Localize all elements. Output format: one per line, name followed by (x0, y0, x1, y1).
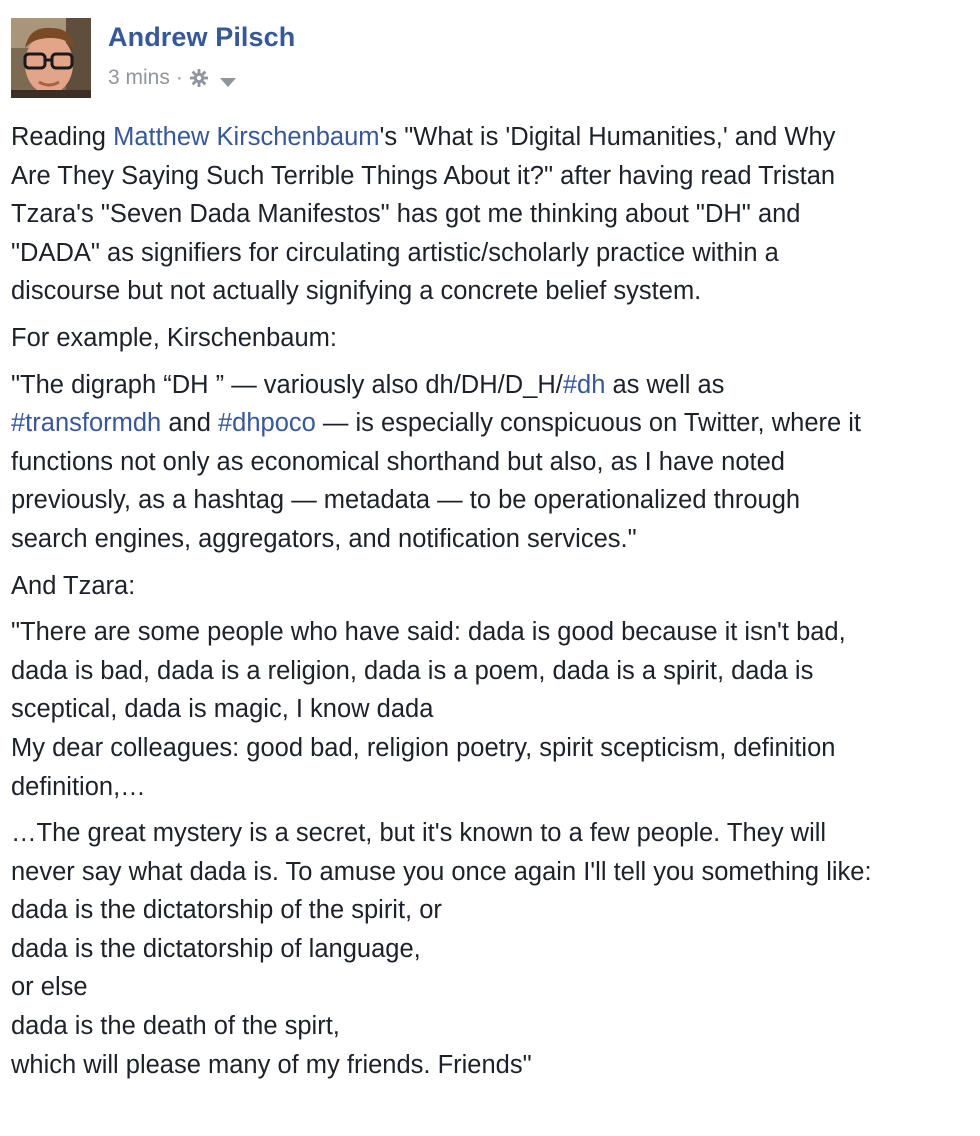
text-line: which will please many of my friends. Fr… (11, 1050, 532, 1079)
text: Reading (11, 123, 114, 151)
text-line: "The digraph “DH ” — variously also dh/D… (11, 366, 973, 405)
meta-separator: · (175, 66, 183, 89)
text: — is especially conspicuous on Twitter, … (315, 409, 862, 438)
text-line: search engines, aggregators, and notific… (11, 524, 637, 553)
text: "The digraph “DH ” — variously also dh/D… (11, 370, 563, 399)
text-line: And Tzara: (11, 571, 136, 600)
paragraph-tzara-intro: And Tzara: (11, 567, 973, 606)
paragraph-kirschenbaum-quote: "The digraph “DH ” — variously also dh/D… (11, 366, 973, 559)
avatar-photo (11, 18, 91, 98)
text-line: never say what dada is. To amuse you onc… (11, 857, 872, 886)
text-line: Reading Matthew Kirschenbaum's "What is … (11, 118, 973, 157)
text-line: or else (11, 973, 88, 1002)
post-body: Reading Matthew Kirschenbaum's "What is … (11, 118, 973, 1092)
text-line: definition,… (11, 772, 146, 801)
text-line: …The great mystery is a secret, but it's… (11, 819, 827, 848)
paragraph-intro: Reading Matthew Kirschenbaum's "What is … (11, 118, 973, 311)
paragraph-example: For example, Kirschenbaum: (11, 319, 973, 358)
paragraph-tzara-quote-1: "There are some people who have said: da… (11, 613, 973, 806)
hashtag-link[interactable]: #transformdh (11, 409, 162, 438)
text: and (161, 409, 218, 438)
hashtag-link[interactable]: #dh (562, 370, 606, 399)
text-line: discourse but not actually signifying a … (11, 277, 702, 306)
text: 's "What is 'Digital Humanities,' and Wh… (379, 123, 836, 151)
text-line: previously, as a hashtag — metadata — to… (11, 486, 801, 515)
text-line: dada is the dictatorship of language, (11, 934, 421, 963)
text-line: Are They Saying Such Terrible Things Abo… (11, 161, 836, 190)
text-line: sceptical, dada is magic, I know dada (11, 695, 434, 724)
text-line: functions not only as economical shortha… (11, 447, 785, 476)
hashtag-link[interactable]: #dhpoco (217, 409, 316, 438)
timestamp-link[interactable]: 3 mins (108, 66, 170, 89)
text-line: "DADA" as signifiers for circulating art… (11, 238, 779, 267)
author-name-link[interactable]: Andrew Pilsch (108, 22, 296, 52)
text: as well as (605, 370, 725, 399)
post-meta: 3 mins · (108, 65, 237, 91)
text-line: #transformdh and #dhpoco — is especially… (11, 404, 973, 443)
chevron-down-icon[interactable] (219, 71, 237, 87)
mention-link[interactable]: Matthew Kirschenbaum (113, 123, 380, 151)
gear-icon[interactable] (189, 68, 209, 88)
text-line: dada is bad, dada is a religion, dada is… (11, 656, 814, 685)
paragraph-tzara-quote-2: …The great mystery is a secret, but it's… (11, 814, 973, 1084)
text-line: "There are some people who have said: da… (11, 618, 846, 647)
text-line: dada is the death of the spirt, (11, 1012, 340, 1041)
text-line: dada is the dictatorship of the spirit, … (11, 896, 442, 925)
post-header: Andrew Pilsch 3 mins · (11, 18, 971, 100)
text-line: For example, Kirschenbaum: (11, 323, 337, 352)
text-line: Tzara's "Seven Dada Manifestos" has got … (11, 200, 801, 229)
text-line: My dear colleagues: good bad, religion p… (11, 733, 836, 762)
avatar[interactable] (11, 18, 91, 98)
